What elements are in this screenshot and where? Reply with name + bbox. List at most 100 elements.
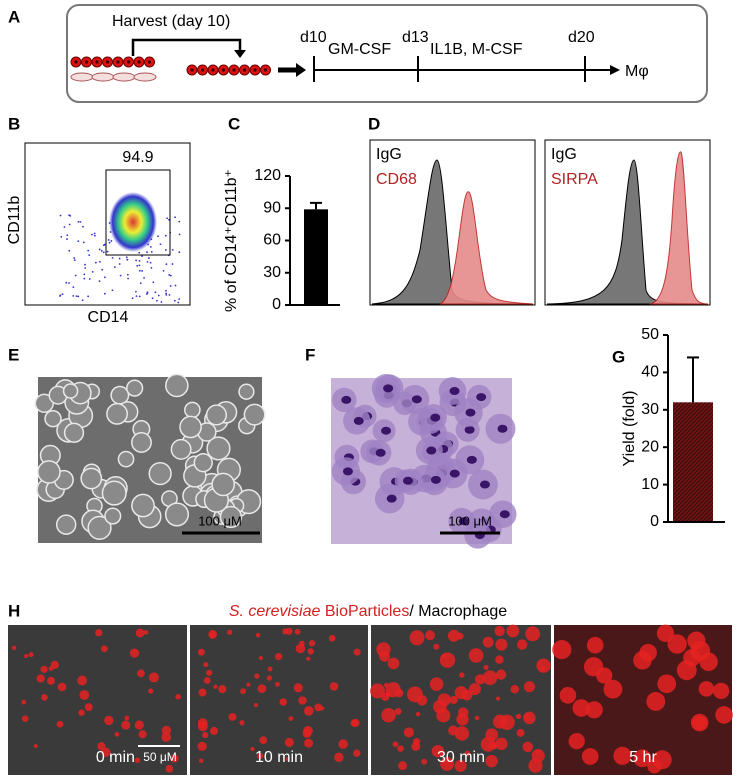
particle [254,673,260,679]
event [151,297,154,300]
event [87,295,90,298]
particle [28,652,34,658]
particle [275,652,283,661]
particle [454,726,470,741]
particle [134,720,144,730]
event [126,258,129,261]
particle [351,718,360,728]
event [81,299,84,302]
particle [581,748,599,765]
particle [656,624,675,642]
nucleus [386,494,397,503]
particle [456,632,464,640]
event [79,220,82,223]
particle [413,738,421,746]
cell [37,460,61,484]
event [118,263,121,265]
event [178,233,181,236]
nucleus [383,384,394,393]
cell [148,461,172,486]
particle [468,648,484,663]
end-label: Mφ [625,63,649,80]
nucleus [211,68,215,72]
event [98,280,101,283]
particle [559,687,577,704]
particle [33,743,38,748]
event [77,240,80,243]
particle [213,684,218,689]
event [136,264,139,267]
particle [429,677,444,691]
nucleus [465,408,476,417]
day-label: d13 [402,29,429,46]
event [98,248,101,251]
particle [266,675,273,681]
particle [433,643,440,650]
x-axis-label: CD14 [88,309,129,326]
particle [523,681,535,693]
event [169,274,172,277]
particle [304,706,314,716]
particle [257,684,267,694]
particle [259,736,268,745]
event [102,251,105,254]
event [127,277,129,280]
event [173,299,176,302]
nucleus [458,517,469,526]
particle [306,656,311,661]
legend-control: IgG [551,146,577,163]
event [138,260,141,262]
particle [353,648,361,656]
marker-histogram [439,191,534,305]
event [157,294,160,297]
event [59,214,62,217]
scale-label: 100 μM [448,513,492,528]
particle [437,693,451,707]
y-axis-label: % of CD14⁺CD11b⁺ [223,169,240,312]
y-tick-label: 10 [641,476,659,493]
time-label: 10 min [255,749,303,766]
event [94,261,97,264]
y-tick-label: 40 [641,364,659,381]
event [174,284,177,287]
particle [298,640,305,647]
particle [379,650,390,662]
particle [499,714,515,730]
particle [134,757,141,763]
particle [285,627,293,635]
event [107,239,110,241]
day-label: d20 [568,29,595,46]
cell [126,379,144,397]
particle [464,750,471,757]
cell [131,493,155,518]
particle [148,672,159,683]
particle [41,694,48,701]
particle [40,665,48,673]
event [91,270,94,273]
particle [474,715,480,721]
event [168,294,171,296]
particle [304,738,314,748]
panel-label: G [612,347,625,366]
arrow-head [610,65,620,75]
particle [78,709,85,716]
particle [482,636,494,648]
harvest-arrow [131,38,242,56]
event [68,223,71,226]
particle [491,742,498,750]
nucleus [464,425,475,434]
particle [603,679,623,699]
event [152,281,155,284]
particle [515,713,522,720]
event [160,301,163,303]
nucleus [476,393,487,402]
event [154,291,157,294]
particle [407,686,423,703]
particle [21,715,29,722]
gate [105,169,171,256]
cell [205,404,228,426]
particle [253,703,258,708]
particle [698,681,715,697]
particle [506,624,520,638]
particle [568,732,585,750]
